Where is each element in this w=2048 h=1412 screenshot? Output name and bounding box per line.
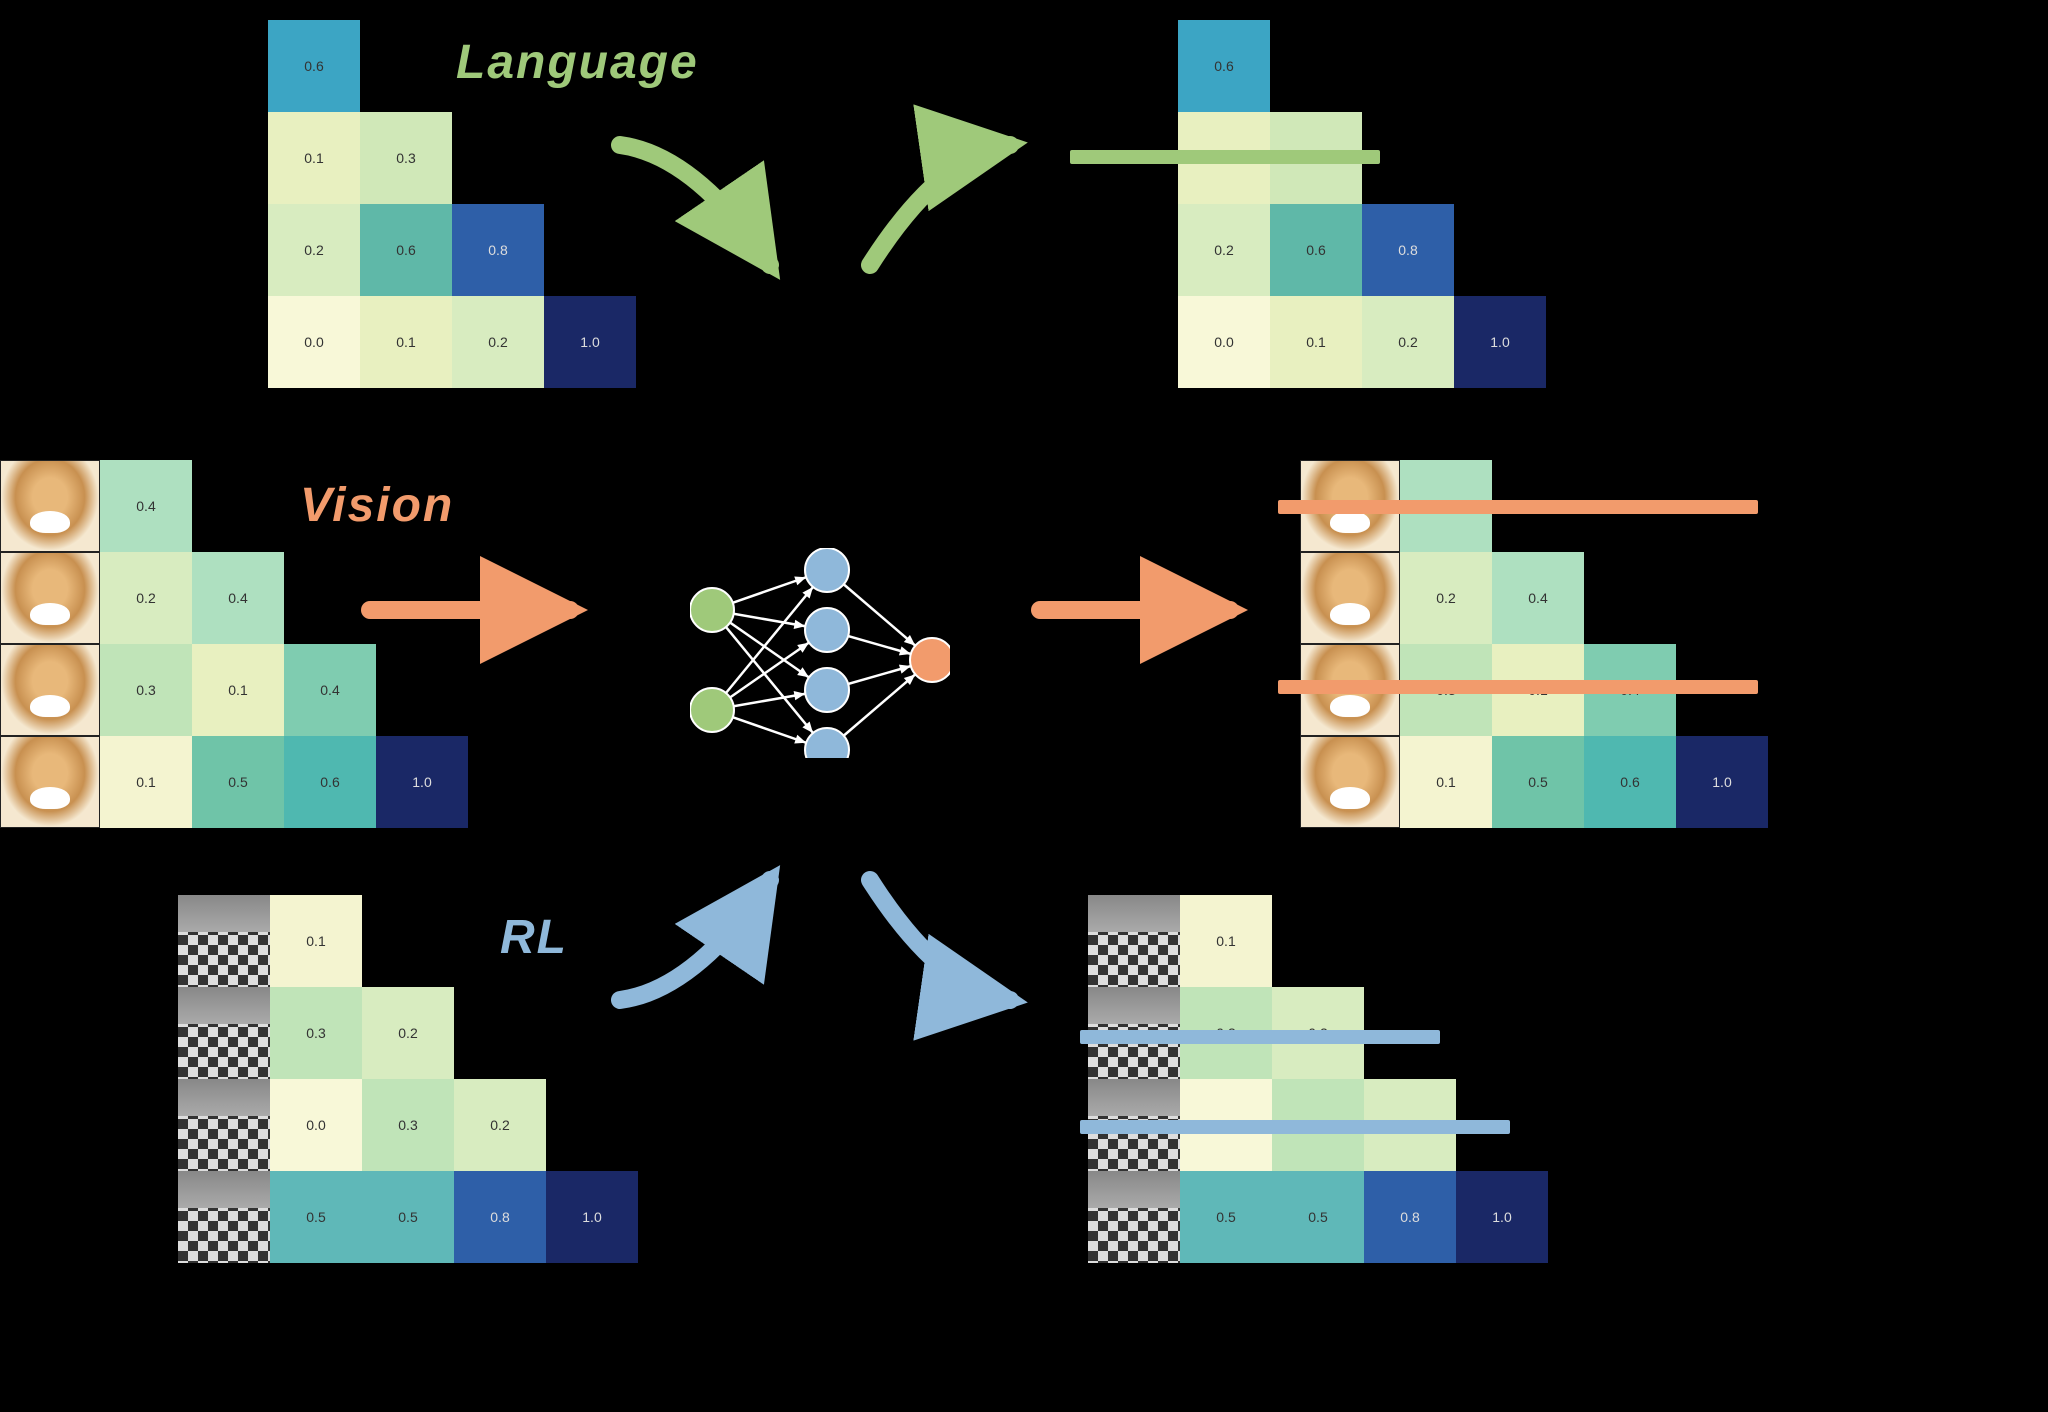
lang-highlight-bar <box>1070 150 1380 164</box>
vision-highlight-bar <box>1278 680 1758 694</box>
rl-highlight-bar <box>1080 1030 1440 1044</box>
vision-highlight-bar <box>1278 500 1758 514</box>
rl_in-arrow <box>620 880 770 1000</box>
rl-highlight-bar <box>1080 1120 1510 1134</box>
lang_in-arrow <box>620 145 770 265</box>
arrows-layer <box>0 0 2048 1412</box>
lang_out-arrow <box>870 145 1010 265</box>
rl_out-arrow <box>870 880 1010 1000</box>
